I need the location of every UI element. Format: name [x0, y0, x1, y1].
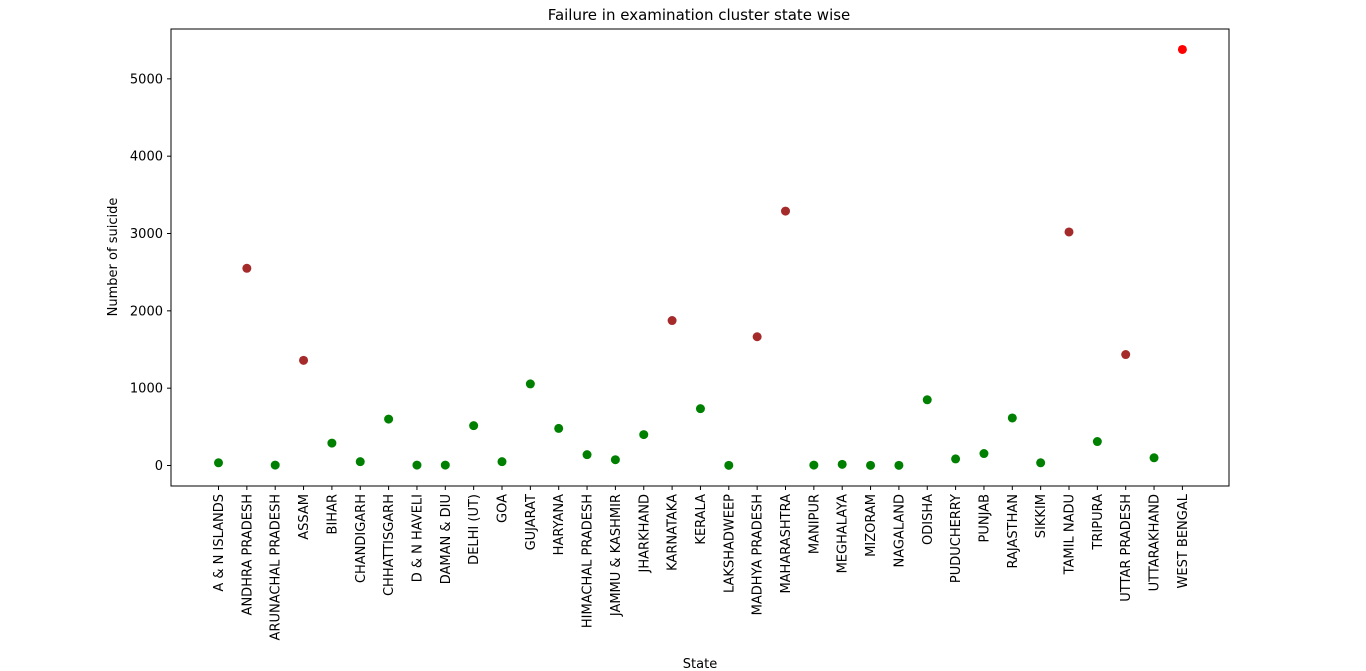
data-point — [497, 457, 507, 467]
x-tick-label: HIMACHAL PRADESH — [581, 494, 596, 628]
data-point — [809, 460, 819, 470]
x-tick-label: HARYANA — [552, 494, 567, 555]
x-tick-label: UTTARAKHAND — [1148, 494, 1163, 591]
x-tick-label: MIZORAM — [864, 494, 879, 557]
x-tick-label: CHANDIGARH — [354, 494, 369, 583]
x-tick-label: RAJASTHAN — [1006, 494, 1021, 568]
data-point — [667, 316, 677, 326]
y-tick-label: 3000 — [130, 227, 163, 242]
x-tick-label: MADHYA PRADESH — [751, 494, 766, 615]
x-tick-label: KERALA — [694, 494, 709, 545]
x-tick-label: MAHARASHTRA — [779, 494, 794, 594]
x-tick-label: TAMIL NADU — [1063, 494, 1078, 575]
data-point — [724, 460, 734, 470]
data-point — [355, 457, 365, 467]
x-tick-label: TRIPURA — [1091, 494, 1106, 551]
x-tick-label: SIKKIM — [1034, 494, 1049, 538]
data-point — [299, 355, 309, 365]
x-tick-label: ARUNACHAL PRADESH — [269, 494, 284, 640]
x-tick-label: ASSAM — [297, 494, 312, 540]
x-tick-label: ANDHRA PRADESH — [240, 494, 255, 615]
x-tick-label: DAMAN & DIU — [439, 494, 454, 584]
data-point — [837, 459, 847, 469]
data-point — [1036, 458, 1046, 468]
data-point — [866, 460, 876, 470]
data-point — [242, 263, 252, 273]
data-points — [214, 44, 1187, 470]
data-point — [752, 332, 762, 342]
data-point — [412, 460, 422, 470]
y-tick-label: 2000 — [130, 304, 163, 319]
data-point — [327, 438, 337, 448]
x-tick-label: PUNJAB — [977, 494, 992, 543]
data-point — [469, 421, 479, 431]
data-point — [781, 206, 790, 216]
data-point — [922, 395, 932, 405]
x-tick-label: A & N ISLANDS — [212, 494, 227, 592]
x-tick-label: MANIPUR — [807, 494, 822, 554]
x-tick-label: JAMMU & KASHMIR — [609, 494, 624, 617]
data-point — [1121, 350, 1131, 360]
data-point — [525, 379, 535, 389]
x-tick-label: GUJARAT — [524, 494, 539, 550]
data-point — [554, 423, 564, 433]
y-tick-label: 0 — [155, 459, 163, 474]
y-tick-label: 5000 — [130, 72, 163, 87]
x-tick-label: LAKSHADWEEP — [722, 494, 737, 593]
x-tick-label: WEST BENGAL — [1176, 493, 1191, 588]
data-point — [1177, 44, 1187, 54]
y-axis: 0 1000 2000 3000 4000 5000 — [130, 72, 171, 474]
data-point — [440, 460, 450, 470]
y-tick-label: 1000 — [130, 382, 163, 397]
plot-area-frame — [170, 28, 1230, 487]
x-axis-label: State — [683, 657, 717, 671]
chart-title: Failure in examination cluster state wis… — [548, 6, 851, 24]
data-point — [1149, 453, 1159, 463]
y-axis-label: Number of suicide — [106, 198, 121, 317]
x-tick-label: CHHATTISGARH — [382, 494, 397, 596]
x-tick-label: KARNATAKA — [666, 494, 681, 571]
data-point — [610, 455, 620, 465]
x-tick-label: D & N HAVELI — [410, 494, 425, 582]
x-tick-label: MEGHALAYA — [836, 494, 851, 574]
data-point — [695, 404, 705, 414]
y-tick-label: 4000 — [130, 150, 163, 165]
data-point — [270, 460, 280, 470]
x-tick-label: PUDUCHERRY — [949, 494, 964, 583]
data-point — [214, 458, 223, 468]
data-point — [979, 449, 989, 459]
data-point — [639, 430, 649, 440]
x-tick-label: UTTAR PRADESH — [1119, 494, 1134, 602]
data-point — [384, 414, 394, 424]
x-tick-label: BIHAR — [325, 494, 340, 534]
data-point — [582, 450, 592, 460]
data-point — [951, 454, 961, 464]
x-tick-label: DELHI (UT) — [467, 494, 482, 565]
x-tick-label: GOA — [496, 494, 511, 523]
x-tick-label: NAGALAND — [892, 494, 907, 568]
x-tick-label: ODISHA — [921, 494, 936, 545]
data-point — [1007, 413, 1017, 423]
data-point — [1064, 227, 1074, 237]
x-tick-label: JHARKHAND — [637, 494, 652, 573]
x-axis: A & N ISLANDS ANDHRA PRADESH ARUNACHAL PRA… — [212, 486, 1191, 640]
data-point — [1092, 437, 1102, 447]
data-point — [894, 460, 904, 470]
